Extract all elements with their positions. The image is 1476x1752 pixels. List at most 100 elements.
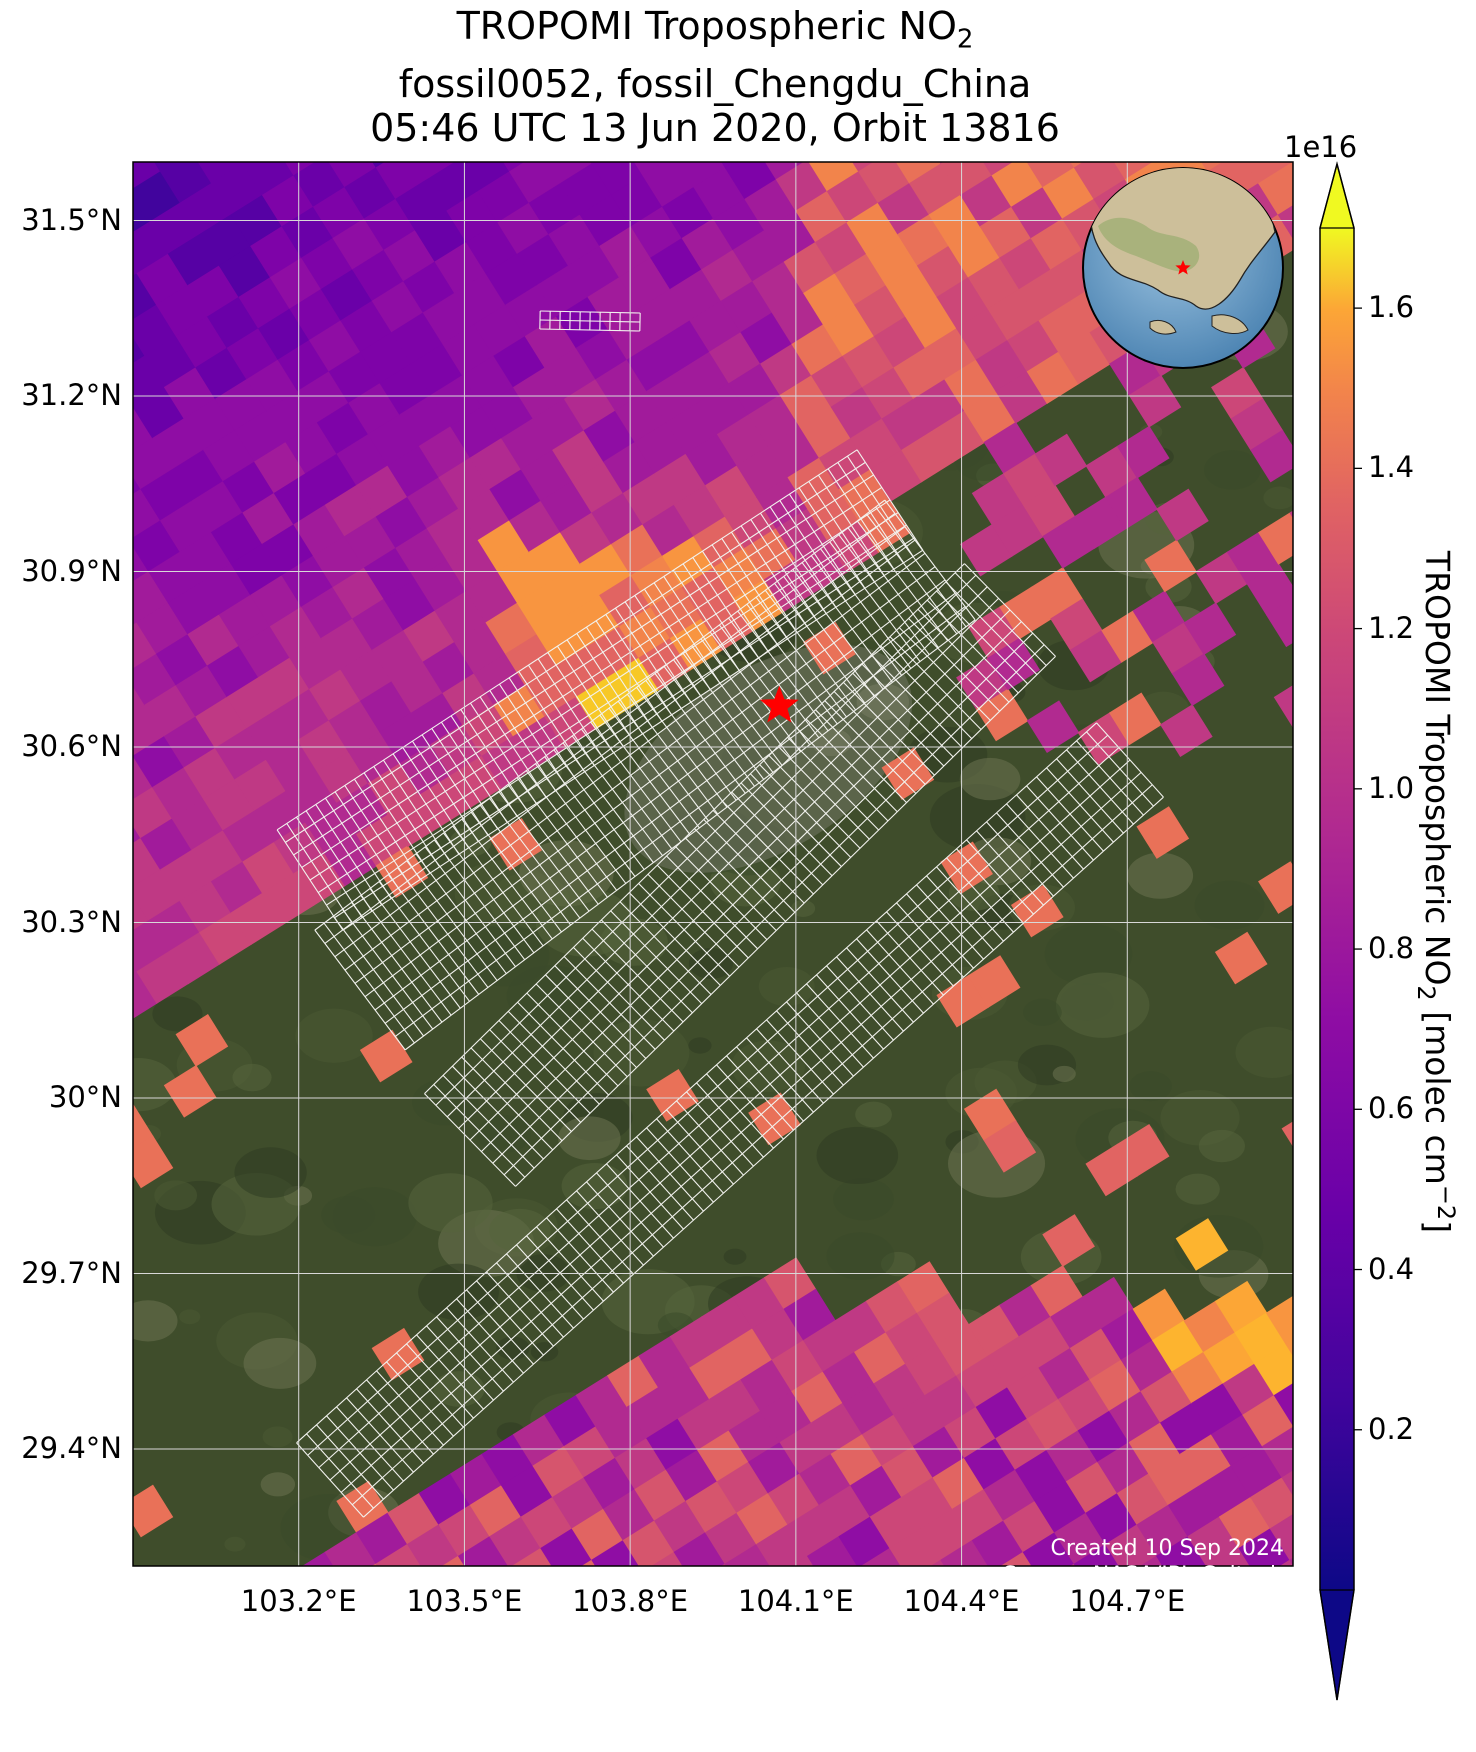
footprint-line	[539, 319, 641, 323]
no2-pixel	[1116, 425, 1170, 479]
footprint-line	[663, 666, 755, 787]
terrain-patch	[561, 1162, 628, 1210]
terrain-patch	[929, 784, 1026, 852]
terrain-patch	[1263, 486, 1293, 510]
footprint-line	[360, 895, 452, 1016]
footprint-line	[728, 617, 820, 739]
no2-pixel	[133, 162, 162, 190]
no2-pixel	[673, 1531, 727, 1566]
footprint-line	[755, 596, 847, 718]
terrain-patch	[855, 1101, 892, 1128]
globe-islands	[1211, 314, 1249, 334]
terrain-patch	[262, 1426, 293, 1448]
footprint-line	[810, 555, 903, 676]
no2-pixel	[860, 1547, 902, 1566]
no2-pixel	[1285, 1339, 1293, 1357]
no2-pixel	[1073, 162, 1127, 201]
footprint-line	[324, 512, 896, 944]
no2-pixel	[1144, 539, 1197, 593]
no2-pixel	[375, 162, 429, 200]
terrain-patch	[496, 1336, 530, 1360]
no2-pixel	[133, 614, 139, 627]
no2-pixel	[939, 162, 946, 165]
no2-pixel	[74, 641, 127, 694]
no2-pixel	[724, 162, 778, 200]
no2-pixel	[163, 1065, 217, 1118]
no2-pixel	[1136, 806, 1190, 859]
no2-pixel	[1042, 1214, 1095, 1267]
no2-pixel	[1289, 162, 1293, 170]
no2-pixel	[1238, 1527, 1292, 1566]
no2-pixel	[70, 775, 123, 828]
colorbar-extend-max	[1319, 161, 1355, 229]
terrain-patch	[489, 1208, 551, 1252]
terrain-patch	[959, 757, 1021, 801]
no2-pixel	[1242, 1394, 1293, 1448]
longitude-tick-label: 103.8°E	[572, 1584, 689, 1618]
title-line1: TROPOMI Tropospheric NO	[456, 4, 957, 48]
no2-pixel	[1277, 205, 1293, 240]
footprint-line	[783, 576, 875, 697]
footprint-line	[276, 449, 858, 831]
latitude-tick-label: 29.4°N	[21, 1431, 122, 1465]
no2-pixel	[1261, 1426, 1293, 1479]
latitude-tick-label: 31.5°N	[21, 202, 122, 237]
terrain-patch	[321, 1196, 376, 1234]
no2-pixel	[242, 162, 295, 197]
terrain-patch	[418, 1263, 499, 1321]
no2-pixel	[1175, 1218, 1229, 1271]
terrain-patch	[516, 1254, 571, 1292]
no2-pixel	[546, 162, 594, 185]
footprint-line	[384, 592, 956, 1024]
footprint-line	[590, 721, 682, 843]
terrain-patch	[758, 966, 815, 1007]
no2-pixel	[70, 426, 123, 479]
latitude-tick-label: 30.9°N	[21, 553, 122, 588]
no2-pixel	[438, 108, 491, 161]
no2-pixel	[406, 1523, 460, 1566]
footprint-line	[764, 589, 857, 711]
footprint-line	[397, 867, 489, 988]
no2-pixel	[159, 162, 213, 204]
colorbar-label-bracket: ]	[1417, 1220, 1457, 1234]
no2-pixel	[806, 1535, 859, 1566]
created-date-credit: Created 10 Sep 2024	[1050, 1536, 1285, 1561]
no2-pixel	[133, 786, 174, 840]
no2-pixel	[1105, 1523, 1158, 1566]
no2-pixel	[808, 162, 860, 193]
no2-pixel	[591, 1539, 641, 1566]
terrain-patch	[179, 1309, 201, 1325]
no2-pixel	[197, 162, 244, 185]
terrain-patch	[1204, 450, 1261, 490]
colorbar-tick-label: 1.4	[1368, 450, 1415, 485]
no2-pixel	[1219, 100, 1272, 153]
no2-pixel	[133, 221, 170, 275]
no2-pixel	[642, 162, 696, 208]
colorbar-extend-min	[1319, 1589, 1355, 1701]
no2-pixel	[459, 162, 511, 193]
footprint-line	[369, 888, 461, 1009]
footprint-line	[866, 513, 958, 635]
no2-pixel	[1273, 1383, 1293, 1427]
no2-pixel	[293, 162, 346, 208]
no2-pixel	[721, 162, 736, 169]
no2-pixel	[133, 755, 154, 801]
no2-pixel	[133, 570, 170, 624]
colorbar-tick-label: 1.6	[1368, 290, 1415, 325]
footprint-line	[581, 728, 673, 850]
footprint-line	[820, 548, 912, 669]
no2-pixel	[1086, 96, 1139, 149]
footprint-line	[317, 512, 899, 894]
footprint-line	[838, 534, 930, 655]
footprint-line	[829, 541, 921, 662]
footprint-line	[737, 610, 829, 732]
no2-pixel	[1026, 700, 1080, 754]
no2-pixel	[511, 1547, 553, 1566]
no2-pixel	[1034, 433, 1088, 487]
footprint-line	[492, 632, 1034, 1164]
footprint-line	[314, 929, 406, 1051]
no2-pixel	[133, 488, 162, 539]
no2-pixel	[74, 292, 127, 345]
no2-pixel	[133, 919, 170, 973]
